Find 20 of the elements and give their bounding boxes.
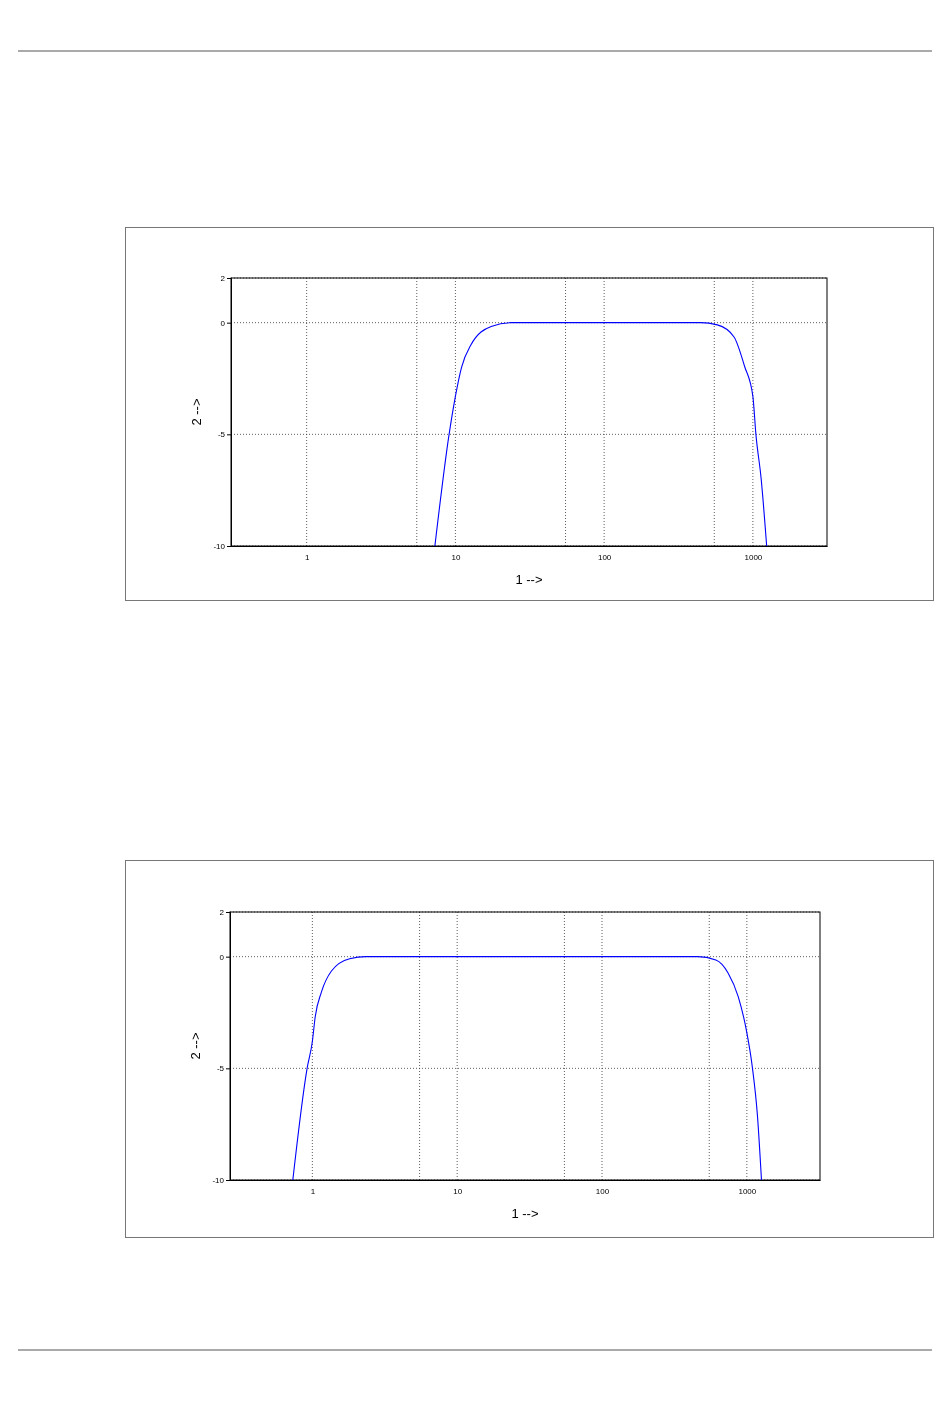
y-tick-label: 2 (220, 274, 226, 284)
x-tick-label: 1000 (744, 552, 763, 562)
y-tick-label: 2 (219, 908, 225, 918)
y-axis-title: 2 --> (188, 1032, 203, 1060)
y-tick-label: 0 (219, 952, 225, 962)
y-tick-label: -10 (213, 542, 226, 552)
y-axis-title: 2 --> (189, 398, 204, 426)
x-tick-label: 10 (453, 1186, 463, 1196)
x-axis-title: 1 --> (515, 572, 543, 587)
y-tick-label: -5 (217, 430, 226, 440)
x-tick-label: 100 (595, 1186, 610, 1196)
x-tick-label: 100 (597, 552, 612, 562)
x-axis-title: 1 --> (511, 1206, 539, 1221)
y-tick-label: -5 (216, 1064, 225, 1074)
x-tick-label: 1 (310, 1186, 316, 1196)
x-tick-label: 1000 (738, 1186, 757, 1196)
y-tick-label: 0 (220, 318, 226, 328)
x-tick-label: 1 (304, 552, 310, 562)
x-tick-label: 10 (451, 552, 461, 562)
y-tick-label: -10 (212, 1176, 225, 1186)
